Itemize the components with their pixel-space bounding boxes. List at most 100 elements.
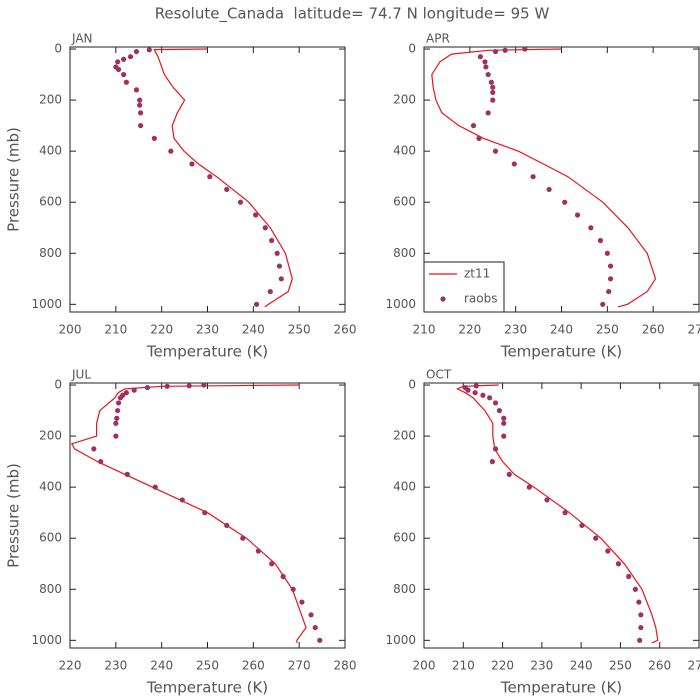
x-tick-label: 240 <box>150 659 173 673</box>
obs-point <box>607 276 614 282</box>
obs-point <box>127 54 134 60</box>
obs-point <box>133 48 140 55</box>
obs-point <box>290 586 296 592</box>
x-axis-label: Temperature (K) <box>500 343 622 361</box>
obs-point <box>115 66 122 73</box>
obs-point <box>115 400 122 406</box>
x-tick-label: 240 <box>570 659 593 673</box>
obs-point <box>202 510 208 516</box>
x-axis-label: Temperature (K) <box>146 343 268 361</box>
y-tick-label: 200 <box>393 93 416 107</box>
obs-point <box>123 390 129 396</box>
y-tick-label: 400 <box>39 144 62 158</box>
x-tick-label: 240 <box>550 323 573 337</box>
y-tick-label: 800 <box>39 246 62 260</box>
x-tick-label: 270 <box>688 659 700 673</box>
profile-line <box>431 48 657 308</box>
obs-point <box>530 174 536 180</box>
obs-point <box>91 446 97 452</box>
obs-point <box>483 64 489 70</box>
obs-point <box>224 186 230 193</box>
x-tick-label: 260 <box>642 323 665 337</box>
obs-point <box>137 97 143 103</box>
panel-label: JAN <box>71 32 93 46</box>
obs-point <box>151 135 157 141</box>
obs-point <box>492 400 499 406</box>
y-tick-label: 1000 <box>31 633 62 647</box>
x-tick-label: 250 <box>196 659 219 673</box>
obs-point <box>511 161 517 167</box>
obs-point <box>472 390 478 396</box>
x-tick-label: 240 <box>242 323 265 337</box>
obs-point <box>144 384 151 391</box>
x-tick-label: 230 <box>504 323 527 337</box>
y-tick-label: 200 <box>39 429 62 443</box>
x-axis-label: Temperature (K) <box>146 679 268 697</box>
y-tick-label: 800 <box>393 246 416 260</box>
x-tick-label: 280 <box>334 659 357 673</box>
legend: zt11 raobs <box>423 261 505 313</box>
legend-label: zt11 <box>464 267 490 281</box>
obs-point <box>574 212 581 218</box>
obs-point <box>137 110 144 116</box>
obs-point <box>117 395 124 401</box>
obs-point <box>237 199 244 205</box>
profile-line <box>70 384 307 643</box>
obs-point <box>262 225 268 231</box>
plot-frame <box>69 46 346 313</box>
obs-point <box>501 415 507 421</box>
x-tick-label: 260 <box>334 323 357 337</box>
obs-point <box>492 148 499 154</box>
obs-point <box>267 288 273 295</box>
x-tick-label: 220 <box>458 323 481 337</box>
obs-point <box>485 71 491 78</box>
obs-point <box>482 59 488 65</box>
y-tick-label: 400 <box>393 480 416 494</box>
obs-point <box>253 301 260 307</box>
panel-label: JUL <box>71 368 91 382</box>
profile-line <box>153 48 293 308</box>
x-tick-label: 230 <box>196 323 219 337</box>
x-tick-label: 200 <box>59 323 82 337</box>
obs-point <box>115 59 121 65</box>
obs-point <box>626 573 632 580</box>
obs-point <box>224 522 230 529</box>
obs-point <box>487 395 493 401</box>
y-tick-label: 600 <box>39 531 62 545</box>
x-tick-label: 260 <box>242 659 265 673</box>
obs-point <box>470 123 477 129</box>
obs-point <box>240 535 246 541</box>
obs-point <box>179 497 185 503</box>
obs-point <box>600 301 606 307</box>
obs-point <box>465 387 471 393</box>
x-tick-label: 200 <box>413 659 436 673</box>
obs-point <box>490 97 496 103</box>
obs-point <box>137 123 144 129</box>
obs-point <box>593 535 599 541</box>
obs-point <box>490 84 496 90</box>
x-tick-label: 250 <box>288 323 311 337</box>
y-tick-label: 400 <box>393 144 416 158</box>
obs-point <box>501 420 507 426</box>
y-axis-label: Pressure (mb) <box>5 127 23 232</box>
obs-point <box>615 561 622 567</box>
y-tick-label: 200 <box>39 93 62 107</box>
obs-point <box>269 237 275 244</box>
obs-point <box>488 79 494 85</box>
x-tick-label: 250 <box>596 323 619 337</box>
obs-point <box>98 459 104 465</box>
obs-point <box>299 599 305 605</box>
obs-point <box>562 510 568 516</box>
obs-point <box>588 225 594 231</box>
x-tick-label: 250 <box>609 659 632 673</box>
obs-point <box>492 48 499 55</box>
obs-point <box>278 276 284 282</box>
legend-swatch <box>440 296 446 302</box>
x-tick-label: 230 <box>104 659 127 673</box>
obs-point <box>186 383 192 389</box>
panel-label: OCT <box>426 368 452 382</box>
obs-point <box>544 497 550 503</box>
obs-point <box>280 573 286 580</box>
obs-point <box>255 548 261 554</box>
